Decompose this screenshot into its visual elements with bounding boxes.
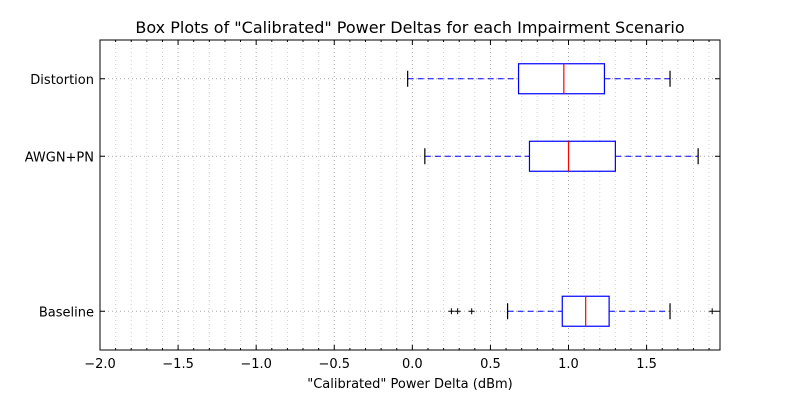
x-tick-label: −1.5: [162, 357, 194, 372]
flier-marker: [454, 308, 461, 315]
flier-marker: [709, 308, 716, 315]
flier-marker: [468, 308, 475, 315]
flier-marker: [448, 308, 455, 315]
x-tick-label: 1.0: [558, 357, 579, 372]
x-tick-label: −1.0: [240, 357, 272, 372]
axes-frame: [99, 39, 721, 351]
box-iqr: [528, 140, 616, 172]
x-tick-label: 1.5: [636, 357, 657, 372]
grid-lines: [99, 40, 720, 350]
x-tick-label: 0.0: [402, 357, 423, 372]
x-axis-label: "Calibrated" Power Delta (dBm): [307, 377, 513, 392]
box-iqr: [517, 63, 606, 95]
chart-title: Box Plots of "Calibrated" Power Deltas f…: [135, 18, 684, 37]
y-tick-label: Baseline: [39, 305, 94, 320]
x-tick-label: −2.0: [84, 357, 116, 372]
y-tick-label: Distortion: [30, 73, 94, 88]
x-tick-label: 0.5: [480, 357, 501, 372]
plot-area: [407, 63, 716, 327]
axis-ticks: −2.0 −1.5 −1.0 −0.5 0.0 0.5 1.0 1.5 Distortion AW…: [25, 40, 720, 372]
y-tick-label: AWGN+PN: [25, 150, 94, 165]
x-tick-label: −0.5: [318, 357, 350, 372]
